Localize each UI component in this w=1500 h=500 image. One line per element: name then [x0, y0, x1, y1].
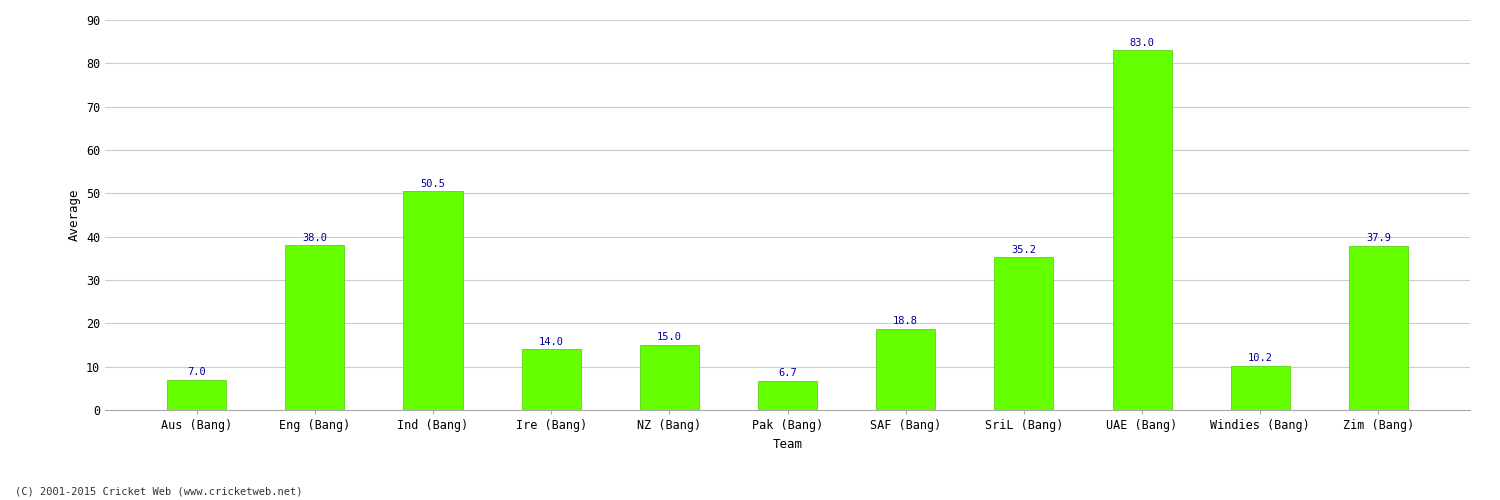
- Text: 7.0: 7.0: [188, 367, 206, 377]
- Text: 83.0: 83.0: [1130, 38, 1155, 48]
- Text: 38.0: 38.0: [303, 232, 327, 242]
- Text: 50.5: 50.5: [420, 178, 446, 188]
- Bar: [404, 191, 462, 410]
- Bar: [640, 345, 699, 410]
- Text: 15.0: 15.0: [657, 332, 682, 342]
- X-axis label: Team: Team: [772, 438, 802, 450]
- Bar: [994, 258, 1053, 410]
- Bar: [285, 246, 345, 410]
- Bar: [522, 350, 580, 410]
- Y-axis label: Average: Average: [68, 188, 81, 242]
- Text: 37.9: 37.9: [1366, 233, 1390, 243]
- Bar: [1113, 50, 1172, 410]
- Bar: [758, 381, 818, 410]
- Bar: [1348, 246, 1408, 410]
- Text: 14.0: 14.0: [538, 336, 564, 346]
- Text: 18.8: 18.8: [892, 316, 918, 326]
- Text: (C) 2001-2015 Cricket Web (www.cricketweb.net): (C) 2001-2015 Cricket Web (www.cricketwe…: [15, 487, 303, 497]
- Bar: [166, 380, 226, 410]
- Text: 35.2: 35.2: [1011, 245, 1036, 255]
- Text: 6.7: 6.7: [778, 368, 796, 378]
- Bar: [1230, 366, 1290, 410]
- Bar: [876, 328, 934, 410]
- Text: 10.2: 10.2: [1248, 353, 1272, 363]
